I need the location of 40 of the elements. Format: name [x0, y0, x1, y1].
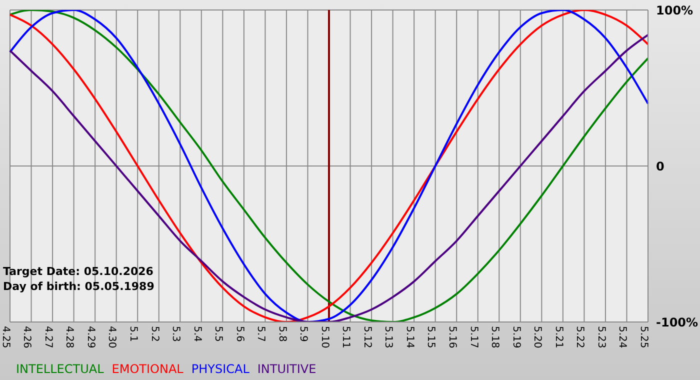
x-tick-label: 5.16 [446, 326, 458, 348]
x-tick-label: 5.1 [128, 326, 138, 342]
text: PHYSICAL [191, 362, 250, 376]
x-tick-label: 5.22 [574, 326, 586, 348]
x-tick-label: 4.25 [0, 326, 11, 348]
x-tick-label: 5.14 [404, 326, 415, 348]
y-tick-label: 0 [656, 159, 664, 174]
x-tick-label: 5.17 [468, 326, 479, 348]
x-tick-label: 4.30 [106, 326, 118, 348]
x-tick-label: 5.19 [510, 326, 522, 348]
x-tick-label: 5.8 [276, 326, 288, 342]
x-tick-label: 5.12 [361, 326, 372, 348]
x-tick-label: 5.9 [298, 326, 309, 342]
text: EMOTIONAL [112, 362, 184, 376]
text: INTUITIVE [257, 362, 316, 376]
x-tick-label: 5.3 [170, 326, 182, 342]
x-tick-label: 5.6 [234, 326, 245, 342]
y-tick-label: -100% [656, 315, 698, 330]
x-tick-label: 5.13 [382, 326, 394, 348]
x-tick-label: 5.7 [255, 326, 266, 342]
text: INTELLECTUAL [16, 362, 104, 376]
x-tick-label: 5.11 [340, 326, 352, 348]
x-tick-label: 5.5 [212, 326, 224, 342]
x-tick-label: 5.2 [148, 326, 160, 342]
x-tick-label: 5.25 [638, 326, 649, 348]
x-tick-label: 4.29 [84, 326, 96, 348]
annotation: Day of birth: 05.05.1989 [3, 279, 154, 294]
x-tick-label: 4.27 [42, 326, 54, 348]
x-tick-label: 4.26 [21, 326, 32, 348]
y-tick-label: 100% [656, 3, 694, 18]
x-tick-label: 5.4 [191, 326, 202, 342]
x-tick-label: 5.10 [318, 326, 330, 348]
x-tick-label: 5.15 [425, 326, 436, 348]
x-tick-label: 5.21 [552, 326, 564, 348]
annotation: Target Date: 05.10.2026 [3, 264, 154, 279]
x-tick-label: 5.20 [532, 326, 543, 348]
x-tick-label: 4.28 [64, 326, 75, 348]
x-tick-label: 5.24 [616, 326, 628, 348]
x-tick-label: 5.18 [489, 326, 500, 348]
x-tick-label: 5.23 [595, 326, 606, 348]
